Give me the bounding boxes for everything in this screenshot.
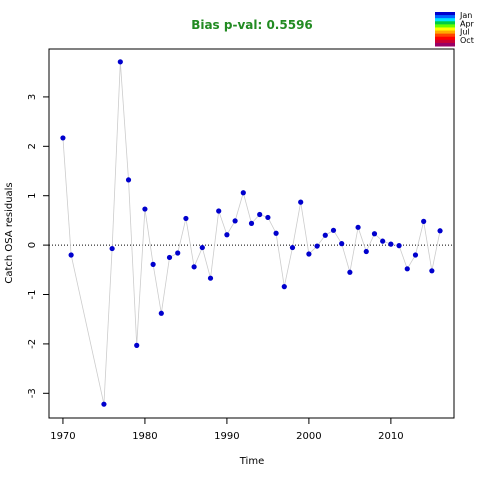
residual-point: [412, 252, 419, 258]
residual-point: [289, 244, 296, 251]
y-tick-label: 2: [27, 143, 38, 149]
color-bar-segment: [435, 21, 455, 25]
residual-point: [322, 232, 328, 238]
residual-point: [281, 284, 287, 290]
residual-point: [298, 199, 304, 205]
residual-point: [191, 264, 197, 270]
x-tick-label: 1970: [50, 431, 75, 442]
residual-point: [429, 268, 435, 274]
residual-point: [314, 243, 320, 249]
residual-point: [224, 232, 230, 238]
x-tick-label: 2010: [378, 431, 403, 442]
x-axis: 1970 1980 1990 2000 2010: [50, 418, 404, 442]
legend-label: Apr: [460, 19, 475, 28]
residual-point: [232, 218, 238, 224]
residual-point: [216, 208, 222, 214]
legend-label: Jul: [459, 28, 470, 37]
residual-point: [257, 211, 263, 218]
residual-point: [330, 227, 337, 233]
residual-point: [68, 252, 74, 258]
residual-point: [158, 310, 164, 316]
residual-point: [166, 254, 173, 261]
y-tick-label: -1: [27, 290, 38, 300]
residual-connecting-line: [62, 61, 441, 405]
residual-point: [150, 261, 156, 267]
color-bar-segment: [435, 27, 455, 32]
color-bar-segment: [435, 39, 455, 44]
plot-frame: [48, 48, 455, 419]
legend-label: Oct: [460, 36, 474, 45]
residual-point: [60, 135, 66, 141]
residual-point: [339, 241, 345, 247]
y-tick-label: -2: [27, 339, 38, 349]
residual-point: [248, 220, 255, 226]
y-axis-label: Catch OSA residuals: [4, 182, 15, 283]
x-tick-label: 1990: [214, 431, 239, 442]
color-bar-segment: [435, 24, 455, 28]
residual-point: [199, 244, 205, 251]
color-bar-segment: [435, 30, 455, 35]
residual-point: [396, 243, 402, 249]
color-bar-segment: [435, 18, 455, 22]
residual-point: [306, 251, 312, 257]
residual-point: [125, 177, 132, 183]
residual-point: [101, 401, 107, 407]
residual-point: [207, 275, 214, 281]
residual-point: [355, 224, 361, 230]
color-bar-segment: [435, 12, 455, 16]
residual-point: [117, 59, 123, 65]
residual-point: [134, 342, 140, 348]
residual-point: [142, 206, 148, 212]
residual-point: [363, 248, 369, 255]
residual-point: [371, 231, 378, 237]
color-bar-segment: [435, 33, 455, 38]
residual-point: [388, 241, 394, 247]
legend-label: Jan: [459, 11, 472, 20]
x-tick-label: 1980: [132, 431, 157, 442]
color-bar-segment: [435, 36, 455, 41]
chart-title: Bias p-val: 0.5596: [191, 18, 313, 32]
residual-point: [109, 245, 115, 252]
y-tick-label: 1: [27, 193, 38, 199]
residual-point: [175, 250, 181, 256]
residual-points: [60, 59, 443, 407]
residual-point: [404, 266, 410, 272]
color-bar: [435, 12, 455, 47]
x-axis-label: Time: [239, 456, 264, 467]
color-bar-segment: [435, 42, 455, 47]
residual-point: [183, 215, 189, 222]
residual-point: [437, 228, 443, 234]
residual-point: [265, 214, 271, 221]
residual-point: [421, 218, 427, 224]
color-bar-segment: [435, 15, 455, 19]
y-tick-label: 0: [27, 242, 38, 248]
y-tick-label: 3: [27, 94, 38, 100]
y-axis: -3 -2 -1 0 1 2 3: [27, 94, 49, 398]
y-tick-label: -3: [27, 388, 38, 398]
residual-point: [240, 190, 246, 196]
residual-point: [380, 238, 386, 244]
residual-point: [347, 269, 353, 275]
residual-point: [273, 230, 279, 236]
x-tick-label: 2000: [296, 431, 321, 442]
